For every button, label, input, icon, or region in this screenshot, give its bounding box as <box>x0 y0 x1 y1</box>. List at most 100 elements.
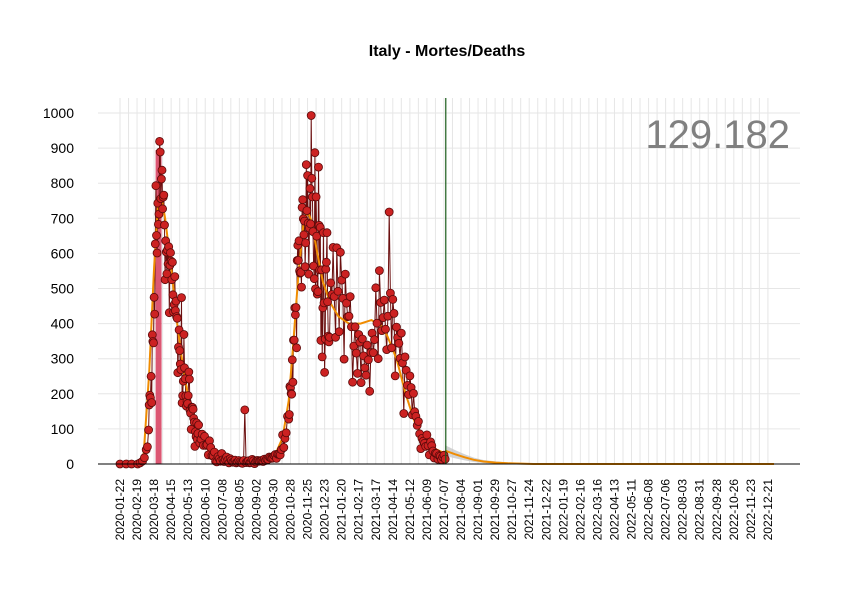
daily-deaths-point <box>150 309 160 319</box>
axes: 0 100 200 300 400 500 600 700 800 900 1000 2020-01-… <box>43 105 800 540</box>
daily-deaths-point <box>371 283 381 293</box>
daily-deaths-point <box>149 292 159 302</box>
daily-deaths-point <box>166 248 175 258</box>
daily-deaths-point <box>361 370 371 380</box>
daily-deaths-point <box>179 330 189 339</box>
daily-deaths-point <box>240 405 250 415</box>
y-tick-label: 700 <box>51 210 75 226</box>
daily-deaths-point <box>409 388 418 398</box>
daily-deaths-point <box>356 378 366 388</box>
daily-deaths-point <box>288 377 298 387</box>
y-tick-label: 0 <box>66 456 74 472</box>
daily-deaths-point <box>157 165 167 175</box>
daily-deaths-point <box>307 173 317 183</box>
daily-deaths-point <box>313 287 323 297</box>
daily-deaths-point <box>405 371 415 381</box>
x-tick-label: 2021-05-12 <box>403 479 417 541</box>
x-tick-label: 2020-05-13 <box>181 479 195 541</box>
daily-deaths-point <box>314 162 323 172</box>
daily-deaths-point <box>142 442 152 452</box>
daily-deaths-point <box>350 322 360 332</box>
daily-deaths-point <box>152 248 162 258</box>
daily-deaths-point <box>317 352 327 362</box>
daily-deaths-point <box>281 428 291 438</box>
daily-deaths-point <box>374 266 384 276</box>
daily-deaths-point <box>311 192 321 202</box>
daily-deaths-point <box>292 343 302 353</box>
peak-highlight-bar <box>155 150 162 464</box>
x-tick-label: 2020-07-08 <box>215 479 229 541</box>
x-tick-label: 2021-03-17 <box>369 479 383 541</box>
projection-confidence-band <box>445 445 774 464</box>
x-tick-label: 2021-12-22 <box>539 479 553 541</box>
projection-band <box>445 445 774 464</box>
daily-deaths-point <box>348 377 358 387</box>
x-tick-label: 2022-06-08 <box>642 479 656 541</box>
daily-deaths-point <box>388 294 398 304</box>
x-tick-label: 2020-12-23 <box>318 479 332 541</box>
daily-deaths-point <box>177 293 186 303</box>
daily-deaths-point <box>360 363 370 373</box>
y-tick-label: 800 <box>51 175 75 191</box>
daily-deaths-point <box>339 354 349 364</box>
daily-deaths-point <box>183 391 193 401</box>
daily-deaths-point <box>309 261 319 271</box>
daily-deaths-point <box>175 346 185 356</box>
daily-deaths-point <box>170 272 180 282</box>
daily-deaths-point <box>293 255 303 265</box>
x-tick-label: 2021-09-29 <box>488 479 502 541</box>
x-tick-label: 2021-04-14 <box>386 479 400 541</box>
daily-deaths-point <box>373 354 383 364</box>
daily-deaths-point <box>188 404 198 414</box>
x-tick-label: 2020-10-28 <box>284 479 298 541</box>
daily-deaths-point <box>194 420 204 430</box>
daily-deaths-point <box>342 298 351 308</box>
x-tick-label: 2020-11-25 <box>301 479 315 540</box>
daily-deaths-point <box>345 292 355 302</box>
daily-deaths-point <box>357 334 367 344</box>
daily-deaths-point <box>172 313 182 323</box>
x-tick-label: 2022-10-26 <box>727 479 741 541</box>
daily-deaths-point <box>362 340 372 350</box>
x-tick-label: 2022-05-11 <box>625 479 639 540</box>
x-tick-label: 2022-01-19 <box>556 479 570 541</box>
daily-deaths-point <box>302 206 312 216</box>
x-tick-label: 2022-07-06 <box>659 479 673 541</box>
daily-deaths-point <box>147 398 157 408</box>
daily-deaths-point <box>305 184 315 193</box>
x-tick-label: 2022-02-16 <box>573 479 587 541</box>
y-tick-label: 600 <box>51 245 75 261</box>
daily-deaths-point <box>365 386 375 396</box>
daily-deaths-point <box>320 367 330 377</box>
x-tick-label: 2021-07-07 <box>437 479 451 541</box>
daily-deaths-point <box>155 136 165 146</box>
daily-deaths-point <box>353 368 362 378</box>
daily-deaths-point <box>155 147 165 157</box>
x-tick-label: 2020-09-02 <box>249 479 263 541</box>
y-tick-label: 300 <box>51 351 75 367</box>
x-tick-label: 2021-11-24 <box>522 479 536 540</box>
chart-title: Italy - Mortes/Deaths <box>369 43 526 60</box>
daily-deaths-point <box>290 310 300 320</box>
daily-deaths-point <box>306 219 316 229</box>
daily-deaths-point <box>156 174 166 184</box>
daily-deaths-point <box>363 355 373 365</box>
y-tick-label: 100 <box>51 421 75 437</box>
daily-deaths-point <box>301 160 311 170</box>
daily-deaths-point <box>390 371 400 381</box>
daily-deaths-point <box>381 324 390 334</box>
daily-deaths-point <box>322 228 332 238</box>
daily-deaths-point <box>399 409 409 418</box>
x-tick-label: 2021-02-17 <box>352 479 366 541</box>
x-tick-label: 2021-09-01 <box>471 479 485 541</box>
daily-deaths-point <box>389 308 399 318</box>
daily-deaths-point <box>284 410 294 419</box>
daily-deaths-point <box>158 204 168 214</box>
daily-deaths-point <box>299 230 309 240</box>
daily-deaths-point <box>298 195 308 205</box>
daily-deaths-point <box>394 338 404 348</box>
daily-deaths-point <box>152 231 161 240</box>
daily-deaths-point <box>167 257 177 267</box>
daily-deaths-point <box>151 181 161 191</box>
